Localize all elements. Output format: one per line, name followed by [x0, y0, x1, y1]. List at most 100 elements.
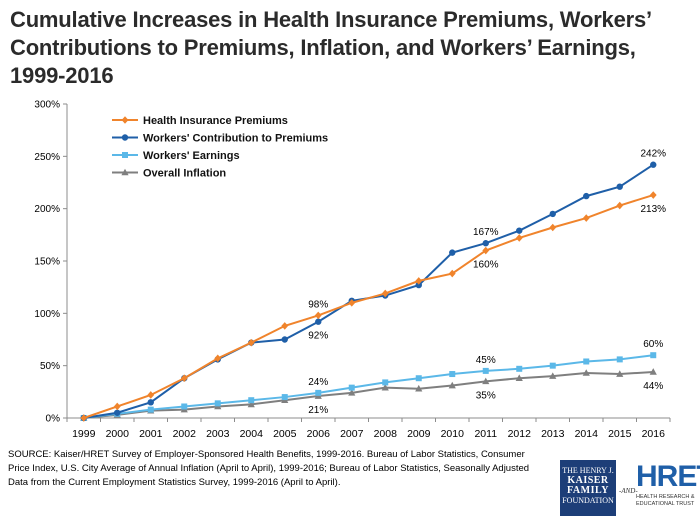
x-tick-label: 2007	[340, 428, 364, 440]
data-point	[214, 354, 222, 363]
legend-label: Workers' Earnings	[143, 150, 240, 162]
data-label: 60%	[643, 339, 663, 350]
data-point	[315, 389, 322, 396]
data-label: 98%	[308, 299, 328, 310]
data-point	[381, 289, 389, 298]
data-point	[448, 381, 456, 389]
data-point	[80, 414, 88, 422]
x-tick-label: 2002	[173, 428, 197, 440]
data-point	[515, 234, 523, 242]
legend-swatch-marker	[121, 134, 129, 141]
kff-logo-top: THE HENRY J.	[562, 466, 614, 475]
kff-logo-family: FAMILY	[567, 485, 609, 496]
data-point	[415, 375, 422, 382]
legend-swatch-marker	[121, 116, 129, 124]
data-point	[583, 192, 590, 200]
data-point	[180, 374, 188, 383]
data-label: 92%	[308, 331, 328, 342]
data-point	[549, 210, 556, 218]
kaiser-family-foundation-logo: THE HENRY J. KAISER FAMILY FOUNDATION	[560, 460, 616, 516]
data-label: 21%	[308, 405, 328, 416]
data-point	[449, 249, 456, 256]
data-label: 45%	[476, 355, 496, 366]
x-tick-label: 2015	[608, 428, 632, 440]
x-tick-label: 2000	[106, 428, 130, 440]
data-point	[549, 223, 557, 232]
data-point	[348, 299, 356, 307]
legend-label: Workers' Contribution to Premiums	[143, 132, 328, 144]
y-tick-label: 100%	[34, 309, 60, 320]
x-tick-label: 2001	[139, 428, 163, 440]
y-tick-label: 150%	[34, 257, 60, 268]
y-tick-label: 50%	[40, 361, 60, 372]
data-point	[515, 374, 523, 382]
hret-logo-text: HRET	[636, 460, 700, 493]
data-point	[248, 397, 255, 404]
data-point	[482, 367, 489, 374]
data-point	[415, 281, 422, 289]
data-label: 160%	[473, 260, 499, 271]
data-label: 213%	[640, 204, 666, 215]
x-tick-label: 2006	[307, 428, 331, 440]
series-line	[83, 194, 654, 419]
data-point	[281, 336, 288, 343]
data-point	[449, 371, 456, 378]
data-point	[181, 403, 188, 410]
data-point	[214, 400, 221, 407]
y-tick-label: 250%	[34, 152, 60, 163]
hret-logo: HRET HEALTH RESEARCH & EDUCATIONAL TRUST	[636, 460, 700, 508]
data-point	[482, 246, 490, 255]
x-tick-label: 2012	[508, 428, 532, 440]
data-point	[314, 311, 322, 320]
data-point	[616, 370, 624, 377]
data-label: 35%	[476, 390, 496, 401]
x-tick-label: 2005	[273, 428, 297, 440]
x-tick-label: 1999	[72, 428, 96, 440]
data-point	[281, 322, 289, 330]
x-tick-label: 2016	[642, 428, 666, 440]
x-tick-label: 2013	[541, 428, 565, 440]
x-tick-label: 2011	[474, 428, 497, 440]
data-point	[482, 240, 489, 247]
hret-logo-sub1: HEALTH RESEARCH &	[636, 494, 695, 500]
legend-label: Health Insurance Premiums	[143, 115, 288, 127]
data-point	[549, 362, 556, 369]
x-tick-label: 2008	[374, 428, 398, 440]
data-point	[616, 183, 623, 190]
x-tick-label: 2009	[407, 428, 431, 440]
data-point	[649, 368, 657, 375]
data-point	[616, 356, 623, 363]
data-point	[114, 409, 121, 416]
source-note: SOURCE: Kaiser/HRET Survey of Employer-S…	[8, 449, 530, 488]
data-point	[516, 227, 523, 234]
legend-swatch-marker	[122, 152, 128, 158]
kff-logo-bottom: FOUNDATION	[562, 496, 614, 505]
legend-label: Overall Inflation	[143, 167, 226, 179]
data-label: 167%	[473, 227, 499, 238]
data-point	[448, 269, 456, 278]
series-line	[83, 354, 654, 419]
data-point	[616, 201, 624, 210]
data-point	[381, 383, 389, 391]
data-label: 242%	[640, 149, 666, 160]
data-point	[247, 338, 255, 347]
data-point	[147, 391, 155, 399]
data-point	[147, 406, 154, 413]
series-line	[83, 163, 654, 419]
line-chart: 0% 50% 100% 150% 200% 250% 300% 1999 2000 2001 200…	[34, 100, 671, 440]
kff-logo-kaiser: KAISER	[567, 475, 609, 486]
data-point	[482, 377, 490, 385]
series-line	[83, 370, 654, 419]
x-tick-label: 2010	[441, 428, 465, 440]
y-tick-label: 0%	[46, 414, 61, 425]
data-label: 24%	[308, 377, 328, 388]
data-point	[415, 384, 423, 392]
hret-logo-sub2: EDUCATIONAL TRUST	[636, 501, 695, 507]
x-tick-label: 2003	[206, 428, 230, 440]
data-point	[247, 400, 255, 408]
data-point	[348, 384, 355, 391]
data-point	[649, 191, 657, 199]
y-tick-label: 300%	[34, 100, 60, 111]
data-point	[650, 161, 657, 168]
